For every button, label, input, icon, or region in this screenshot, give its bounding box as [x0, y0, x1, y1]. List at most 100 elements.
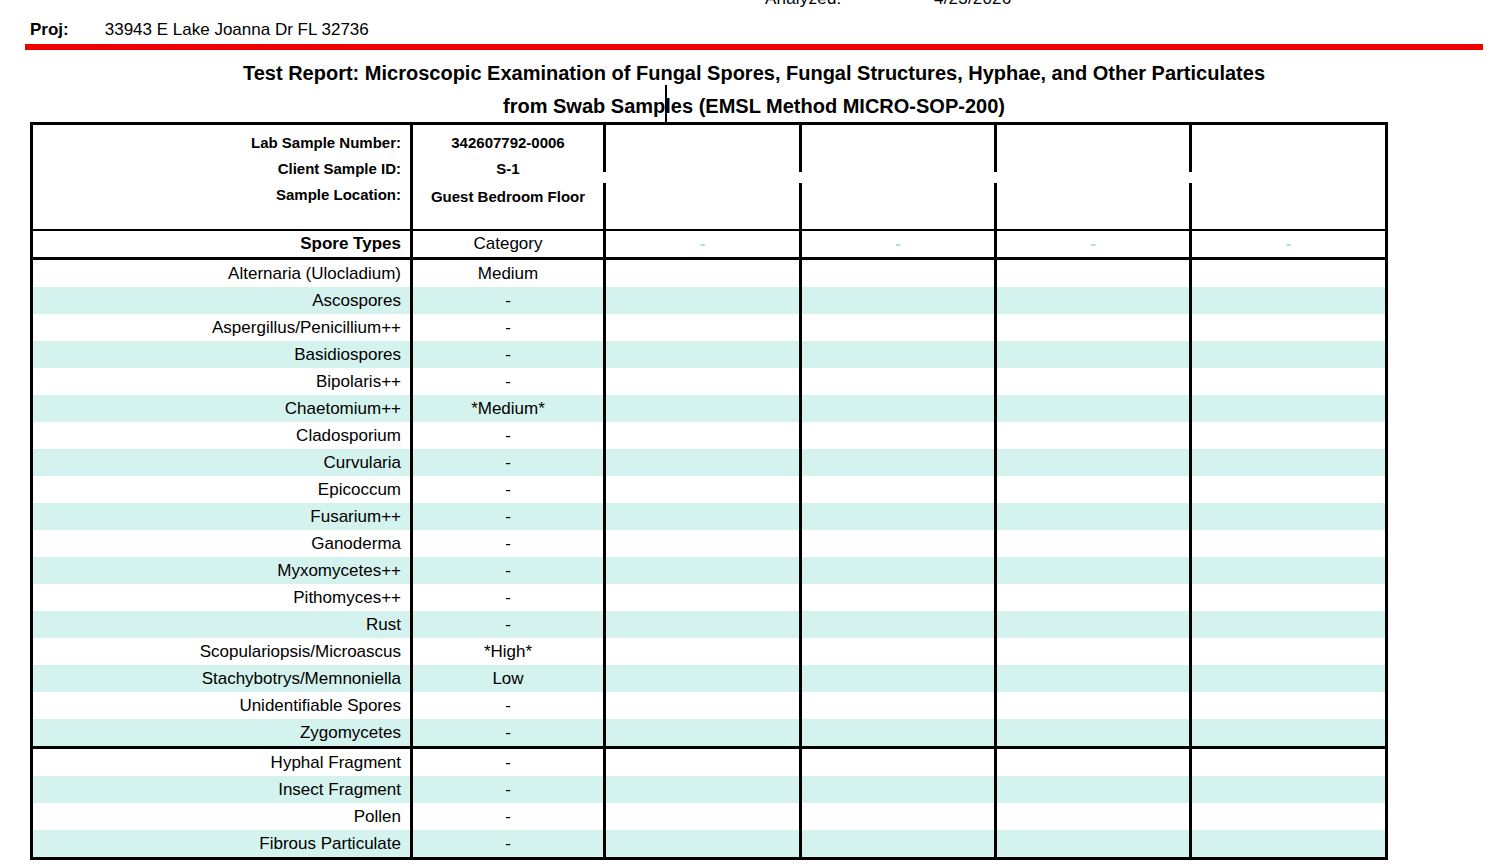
empty-sample-cell — [1191, 287, 1387, 314]
table-row: Fibrous Particulate- — [32, 830, 1387, 859]
empty-sample-cell — [996, 830, 1191, 859]
empty-sample-cell — [801, 747, 996, 776]
empty-category-placeholder: - — [801, 230, 996, 259]
empty-sample-cell — [996, 584, 1191, 611]
empty-sample-cell — [605, 503, 801, 530]
empty-sample-cell — [605, 476, 801, 503]
empty-sample-cell — [605, 422, 801, 449]
empty-sample-cell — [605, 341, 801, 368]
empty-sample-cell — [1191, 368, 1387, 395]
empty-sample-cell — [801, 692, 996, 719]
empty-sample-cell — [801, 341, 996, 368]
report-title-line1[interactable]: Test Report: Microscopic Examination of … — [0, 57, 1508, 90]
spore-type-cell: Cladosporium — [32, 422, 412, 449]
table-row: Hyphal Fragment- — [32, 747, 1387, 776]
empty-sample-cell — [801, 476, 996, 503]
category-value-cell: - — [412, 341, 605, 368]
red-divider-rule — [25, 44, 1483, 50]
empty-sample-cell — [801, 422, 996, 449]
category-value-cell: - — [412, 476, 605, 503]
table-row: Curvularia- — [32, 449, 1387, 476]
particulate-rows-section: Hyphal Fragment-Insect Fragment-Pollen-F… — [32, 747, 1387, 858]
empty-sample-cell — [801, 449, 996, 476]
table-row: Basidiospores- — [32, 341, 1387, 368]
empty-sample-cell — [1191, 530, 1387, 557]
spore-type-cell: Rust — [32, 611, 412, 638]
empty-sample-cell — [1191, 341, 1387, 368]
sample-location-value: Guest Bedroom Floor — [413, 185, 603, 209]
category-value-cell: - — [412, 449, 605, 476]
table-row: Pithomyces++- — [32, 584, 1387, 611]
spore-type-cell: Fibrous Particulate — [32, 830, 412, 859]
empty-sample-cell — [605, 584, 801, 611]
spore-rows-section: Alternaria (Ulocladium)MediumAscospores-… — [32, 258, 1387, 747]
column-header-row: Spore Types Category - - - - — [32, 230, 1387, 259]
table-row: Alternaria (Ulocladium)Medium — [32, 258, 1387, 287]
table-row: Ascospores- — [32, 287, 1387, 314]
empty-sample-cell — [996, 530, 1191, 557]
empty-category-placeholder: - — [1191, 230, 1387, 259]
empty-sample-cell — [801, 287, 996, 314]
empty-sample-cell — [996, 314, 1191, 341]
analyzed-date: 4/23/2026 — [934, 0, 1011, 9]
text-cursor-caret — [665, 85, 667, 123]
empty-sample-cell — [605, 395, 801, 422]
empty-sample-cell — [1191, 258, 1387, 287]
empty-sample-cell — [605, 719, 801, 748]
table-row: Aspergillus/Penicillium++- — [32, 314, 1387, 341]
category-header: Category — [412, 230, 605, 259]
empty-sample-cell — [605, 747, 801, 776]
empty-sample-cell — [1191, 830, 1387, 859]
sample-info-values: 342607792-0006 S-1 Guest Bedroom Floor — [412, 124, 605, 230]
empty-sample-cell — [1191, 314, 1387, 341]
empty-sample-cell — [1191, 422, 1387, 449]
spore-type-cell: Fusarium++ — [32, 503, 412, 530]
category-value-cell: - — [412, 611, 605, 638]
empty-sample-cell — [605, 258, 801, 287]
empty-sample-cell — [801, 776, 996, 803]
table-row: Epicoccum- — [32, 476, 1387, 503]
empty-sample-cell — [996, 422, 1191, 449]
report-title[interactable]: Test Report: Microscopic Examination of … — [0, 57, 1508, 123]
results-table: Lab Sample Number: Client Sample ID: Sam… — [30, 122, 1388, 860]
sample-info-labels: Lab Sample Number: Client Sample ID: Sam… — [32, 124, 412, 230]
spore-type-cell: Zygomycetes — [32, 719, 412, 748]
category-value-cell: Medium — [412, 258, 605, 287]
report-title-line2[interactable]: from Swab Samples (EMSL Method MICRO-SOP… — [0, 90, 1508, 123]
empty-sample-cell — [605, 557, 801, 584]
client-sample-id-value: S-1 — [413, 156, 603, 182]
category-value-cell: - — [412, 692, 605, 719]
empty-sample-cell — [1191, 719, 1387, 748]
table-row: Scopulariopsis/Microascus*High* — [32, 638, 1387, 665]
spore-type-cell: Chaetomium++ — [32, 395, 412, 422]
empty-sample-cell — [605, 611, 801, 638]
sample-location-label: Sample Location: — [33, 182, 401, 208]
empty-sample-cell — [996, 776, 1191, 803]
empty-sample-cell — [801, 719, 996, 748]
empty-sample-cell — [605, 368, 801, 395]
empty-sample-cell — [1191, 776, 1387, 803]
empty-sample-cell — [1191, 638, 1387, 665]
empty-sample-cell — [801, 395, 996, 422]
spore-type-cell: Curvularia — [32, 449, 412, 476]
spore-type-cell: Alternaria (Ulocladium) — [32, 258, 412, 287]
category-value-cell: - — [412, 422, 605, 449]
empty-sample-cell — [1191, 803, 1387, 830]
empty-sample-cell — [996, 368, 1191, 395]
spore-type-cell: Unidentifiable Spores — [32, 692, 412, 719]
empty-sample-cell — [996, 341, 1191, 368]
empty-sample-cell — [605, 314, 801, 341]
empty-category-placeholder: - — [605, 230, 801, 259]
category-value-cell: - — [412, 503, 605, 530]
spore-type-cell: Hyphal Fragment — [32, 747, 412, 776]
spore-type-cell: Stachybotrys/Memnoniella — [32, 665, 412, 692]
category-value-cell: *High* — [412, 638, 605, 665]
empty-sample-cell — [1191, 747, 1387, 776]
empty-sample-cell — [801, 638, 996, 665]
spore-type-cell: Scopulariopsis/Microascus — [32, 638, 412, 665]
empty-sample-column — [1191, 124, 1387, 230]
empty-sample-cell — [801, 314, 996, 341]
spore-type-cell: Myxomycetes++ — [32, 557, 412, 584]
empty-sample-cell — [605, 449, 801, 476]
spore-type-cell: Basidiospores — [32, 341, 412, 368]
